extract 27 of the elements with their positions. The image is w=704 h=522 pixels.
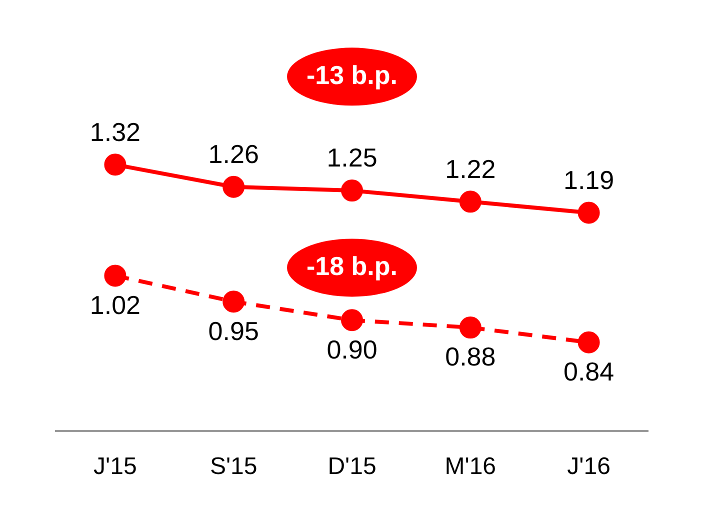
point — [578, 331, 600, 354]
x-tick-label: M'16 — [444, 453, 496, 480]
x-tick-label: S'15 — [210, 453, 258, 480]
point — [459, 316, 482, 339]
point — [578, 202, 600, 224]
data-label: 1.32 — [90, 116, 141, 147]
point — [341, 180, 363, 202]
point — [222, 290, 245, 313]
data-label: 0.90 — [326, 334, 378, 364]
data-label: 1.25 — [326, 142, 378, 173]
point — [104, 154, 126, 176]
point — [341, 309, 363, 332]
point — [104, 264, 126, 287]
text: -13 b.p. — [306, 60, 398, 90]
point — [222, 176, 245, 198]
data-label: 1.26 — [208, 139, 259, 170]
data-label: 0.95 — [208, 316, 259, 346]
x-tick-label: D'15 — [328, 453, 376, 480]
x-tick-label: J'15 — [94, 453, 137, 480]
x-tick-label: J'16 — [567, 453, 610, 480]
data-label: 1.02 — [90, 290, 141, 320]
point — [459, 190, 482, 213]
data-label: 1.22 — [445, 154, 496, 184]
annotation: -18 b.p. — [306, 250, 398, 281]
data-label: 1.19 — [563, 164, 614, 195]
data-label: 0.84 — [563, 356, 614, 387]
data-label: 0.88 — [445, 342, 496, 372]
